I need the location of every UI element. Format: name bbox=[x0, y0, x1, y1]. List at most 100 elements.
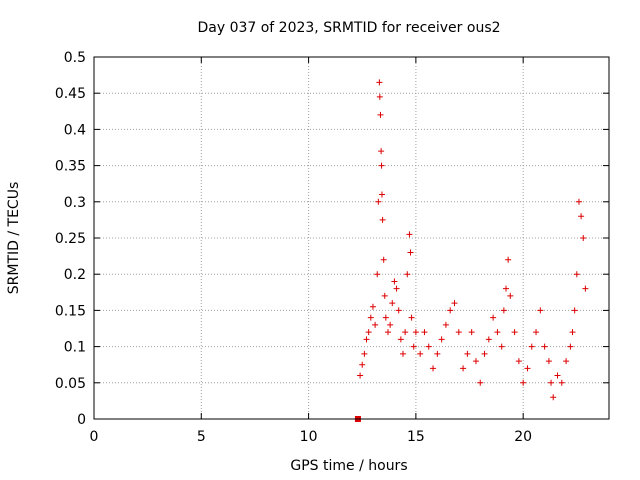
data-point bbox=[434, 350, 441, 357]
data-point bbox=[381, 292, 388, 299]
data-point bbox=[511, 329, 518, 336]
plot-frame bbox=[93, 56, 610, 420]
y-tick-label: 0.4 bbox=[64, 122, 86, 138]
data-point bbox=[477, 379, 484, 386]
data-point bbox=[402, 329, 409, 336]
data-point bbox=[447, 307, 454, 314]
y-tick-label: 0.3 bbox=[64, 195, 86, 211]
data-point bbox=[417, 350, 424, 357]
data-point bbox=[571, 307, 578, 314]
data-point bbox=[550, 394, 557, 401]
data-point bbox=[382, 314, 389, 321]
data-point bbox=[408, 314, 415, 321]
data-point bbox=[485, 336, 492, 343]
data-point bbox=[357, 372, 364, 379]
data-point bbox=[412, 329, 419, 336]
y-tick-label: 0.35 bbox=[55, 159, 86, 175]
data-point bbox=[389, 300, 396, 307]
data-point bbox=[363, 336, 370, 343]
data-point bbox=[545, 358, 552, 365]
data-point bbox=[407, 249, 414, 256]
data-point bbox=[548, 379, 555, 386]
data-point bbox=[520, 379, 527, 386]
data-point bbox=[359, 361, 366, 368]
data-point bbox=[498, 343, 505, 350]
data-point bbox=[455, 329, 462, 336]
data-point bbox=[575, 198, 582, 205]
data-point bbox=[460, 365, 467, 372]
data-point bbox=[442, 321, 449, 328]
data-point bbox=[406, 231, 413, 238]
data-point bbox=[375, 198, 382, 205]
y-tick-label: 0.05 bbox=[55, 376, 86, 392]
data-point bbox=[400, 350, 406, 357]
data-point bbox=[558, 379, 565, 386]
x-tick-label: 10 bbox=[300, 429, 318, 445]
y-tick-label: 0.25 bbox=[55, 231, 86, 247]
chart-title: Day 037 of 2023, SRMTID for receiver ous… bbox=[197, 20, 500, 36]
data-point bbox=[387, 321, 394, 328]
gridlines bbox=[94, 57, 609, 419]
data-point bbox=[404, 271, 411, 278]
data-point bbox=[524, 365, 531, 372]
data-point bbox=[378, 148, 385, 155]
data-point bbox=[533, 329, 540, 336]
axis-ticks: 0 0.05 0.1 0.15 0.2 0.25 0.3 0.35 0.4 0.45 0.5 0 5 10… bbox=[55, 50, 609, 445]
data-point bbox=[421, 329, 428, 336]
y-axis-label: SRMTID / TECUs bbox=[6, 182, 22, 295]
x-tick-label: 20 bbox=[514, 429, 532, 445]
data-point bbox=[500, 307, 507, 314]
data-point bbox=[369, 303, 376, 310]
data-point bbox=[391, 278, 398, 285]
data-point bbox=[361, 350, 368, 357]
data-point bbox=[503, 285, 509, 292]
data-point bbox=[541, 343, 548, 350]
data-point bbox=[367, 314, 374, 321]
x-tick-label: 5 bbox=[197, 429, 206, 445]
data-point bbox=[567, 343, 574, 350]
data-point bbox=[451, 300, 458, 307]
data-point bbox=[372, 321, 379, 328]
data-point bbox=[379, 216, 386, 223]
data-point bbox=[515, 358, 522, 365]
data-point bbox=[468, 329, 475, 336]
data-point bbox=[563, 358, 570, 365]
data-point bbox=[528, 343, 535, 350]
data-point bbox=[376, 93, 383, 100]
data-point bbox=[537, 307, 544, 314]
data-point bbox=[384, 329, 391, 336]
data-point bbox=[507, 292, 514, 299]
x-axis-label: GPS time / hours bbox=[290, 458, 407, 474]
data-point bbox=[378, 162, 385, 169]
data-point bbox=[554, 372, 561, 379]
data-point bbox=[505, 256, 512, 263]
data-point bbox=[569, 329, 576, 336]
x-tick-label: 15 bbox=[407, 429, 425, 445]
data-point bbox=[438, 336, 445, 343]
y-tick-label: 0.15 bbox=[55, 303, 86, 319]
data-point bbox=[393, 285, 400, 292]
data-point bbox=[410, 343, 417, 350]
data-point bbox=[464, 350, 471, 357]
data-point bbox=[481, 350, 488, 357]
data-point bbox=[573, 271, 580, 278]
data-point bbox=[365, 329, 372, 336]
y-tick-label: 0.1 bbox=[64, 340, 86, 356]
data-point bbox=[430, 365, 437, 372]
data-point bbox=[377, 111, 384, 118]
data-point bbox=[580, 235, 587, 241]
data-point bbox=[490, 314, 497, 321]
data-point bbox=[425, 343, 432, 350]
data-point bbox=[397, 336, 404, 343]
x-tick-label: 0 bbox=[90, 429, 99, 445]
data-point bbox=[395, 307, 402, 314]
y-tick-label: 0.45 bbox=[55, 86, 86, 102]
data-point bbox=[374, 271, 381, 278]
data-point bbox=[578, 213, 585, 220]
y-tick-label: 0.5 bbox=[64, 50, 86, 66]
data-point bbox=[380, 256, 387, 263]
data-point bbox=[582, 285, 589, 292]
data-point bbox=[494, 329, 501, 336]
y-tick-label: 0.2 bbox=[64, 267, 86, 283]
